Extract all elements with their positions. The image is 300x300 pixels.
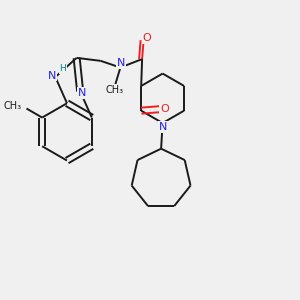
Text: N: N bbox=[77, 88, 86, 98]
Text: O: O bbox=[143, 33, 152, 43]
Text: N: N bbox=[158, 122, 167, 132]
Text: N: N bbox=[116, 58, 125, 68]
Text: H: H bbox=[59, 64, 66, 73]
Text: N: N bbox=[48, 70, 56, 80]
Text: CH₃: CH₃ bbox=[106, 85, 124, 95]
Text: O: O bbox=[160, 103, 169, 114]
Text: CH₃: CH₃ bbox=[4, 101, 22, 111]
